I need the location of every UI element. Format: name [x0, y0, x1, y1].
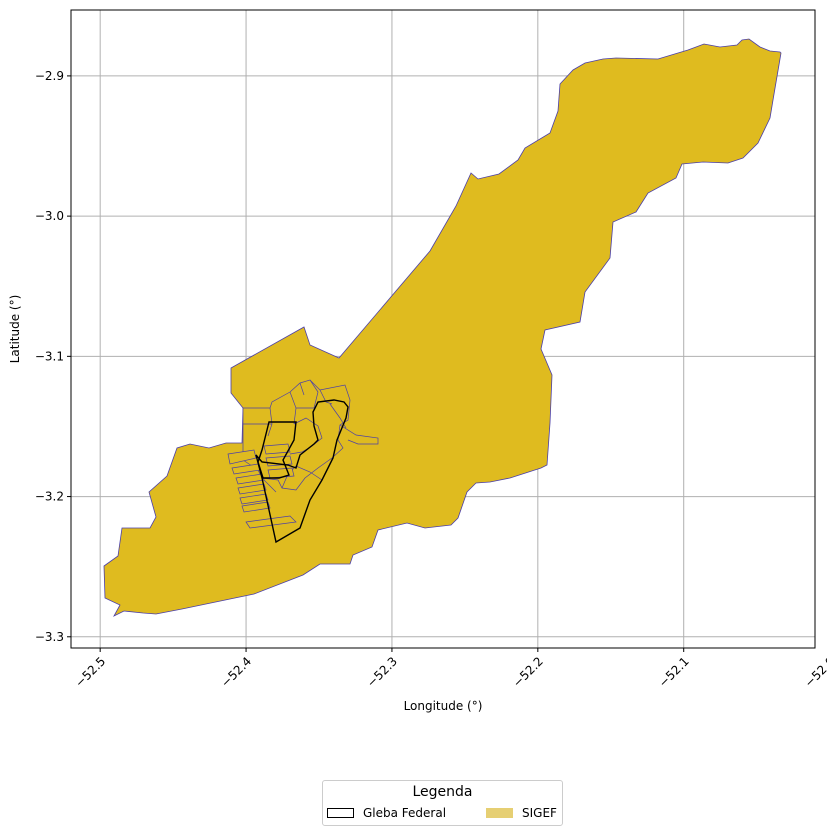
- y-tick-label: −2.9: [35, 69, 64, 83]
- y-tick-label: −3.0: [35, 209, 64, 223]
- sigef-parcel: [261, 403, 379, 493]
- gleba-federal-polygon: [255, 399, 349, 544]
- x-tick-label: −52.2: [510, 654, 546, 690]
- axes-frame: [70, 9, 816, 649]
- x-tick-label: −52.3: [364, 654, 400, 690]
- y-axis: −2.9 −3.0 −3.1 −3.2 −3.3: [35, 69, 71, 644]
- y-tick-label: −3.1: [35, 349, 64, 363]
- legend-title: Legenda: [412, 784, 473, 800]
- x-tick-label: −52.5: [72, 654, 108, 690]
- legend-label-sigef: SIGEF: [522, 806, 557, 820]
- sigef-parcel: [227, 449, 257, 465]
- sigef-parcel: [241, 501, 271, 513]
- sigef-parcel: [243, 379, 333, 455]
- x-axis: −52.5 −52.4 −52.3 −52.2 −52.1 −52.0: [72, 648, 827, 690]
- y-tick-label: −3.3: [35, 630, 64, 644]
- sigef-parcel: [267, 467, 295, 479]
- x-tick-label: −52.0: [802, 654, 827, 690]
- y-axis-label: Latitude (°): [8, 295, 22, 364]
- sigef-parcel: [263, 443, 291, 455]
- x-tick-label: −52.4: [218, 654, 254, 690]
- sigef-parcel: [235, 473, 265, 485]
- legend-item-gleba-federal: Gleba Federal: [327, 806, 446, 820]
- gleba-federal-outline: [255, 399, 349, 544]
- legend-swatch-fill: [486, 808, 513, 818]
- x-axis-label: Longitude (°): [404, 699, 483, 713]
- gleba-federal-polygon: [257, 421, 297, 479]
- x-tick-label: −52.1: [656, 654, 692, 690]
- legend-swatch-outline: [327, 808, 354, 818]
- legend-label-gleba-federal: Gleba Federal: [363, 806, 447, 820]
- sigef-parcel: [239, 493, 269, 505]
- sigef-parcel: [237, 483, 267, 495]
- legend: Legenda Gleba Federal SIGEF: [322, 780, 563, 826]
- legend-item-sigef: SIGEF: [486, 806, 557, 820]
- y-tick-label: −3.2: [35, 490, 64, 504]
